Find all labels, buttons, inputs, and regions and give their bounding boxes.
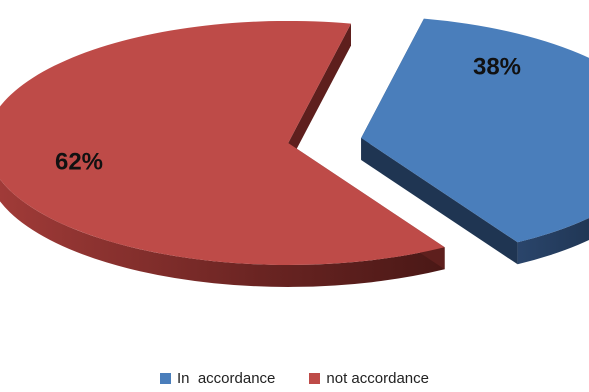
slice-side-in-accordance (517, 217, 589, 265)
slice-in-accordance (361, 18, 589, 265)
legend-label-in-accordance: In accordance (177, 369, 276, 387)
slice-top-in-accordance (361, 18, 589, 243)
slice-wall-not-accordance-1 (288, 23, 351, 165)
legend-label-not-accordance: not accordance (326, 369, 429, 387)
slice-label-in-accordance: 38% (473, 53, 521, 80)
slice-top-not-accordance (0, 20, 445, 265)
legend-swatch-in-accordance (160, 372, 171, 384)
legend-item-in-accordance: In accordance (160, 370, 275, 387)
slice-side-not-accordance (0, 179, 445, 287)
legend-swatch-not-accordance (309, 372, 321, 384)
legend-item-not-accordance: not accordance (309, 370, 429, 387)
legend: In accordance not accordance (0, 368, 589, 388)
slice-not-accordance (0, 20, 445, 287)
pie-chart: 38% 62% (0, 18, 589, 287)
slice-wall-in-accordance-1 (361, 137, 518, 265)
slice-label-not-accordance: 62% (55, 148, 103, 175)
